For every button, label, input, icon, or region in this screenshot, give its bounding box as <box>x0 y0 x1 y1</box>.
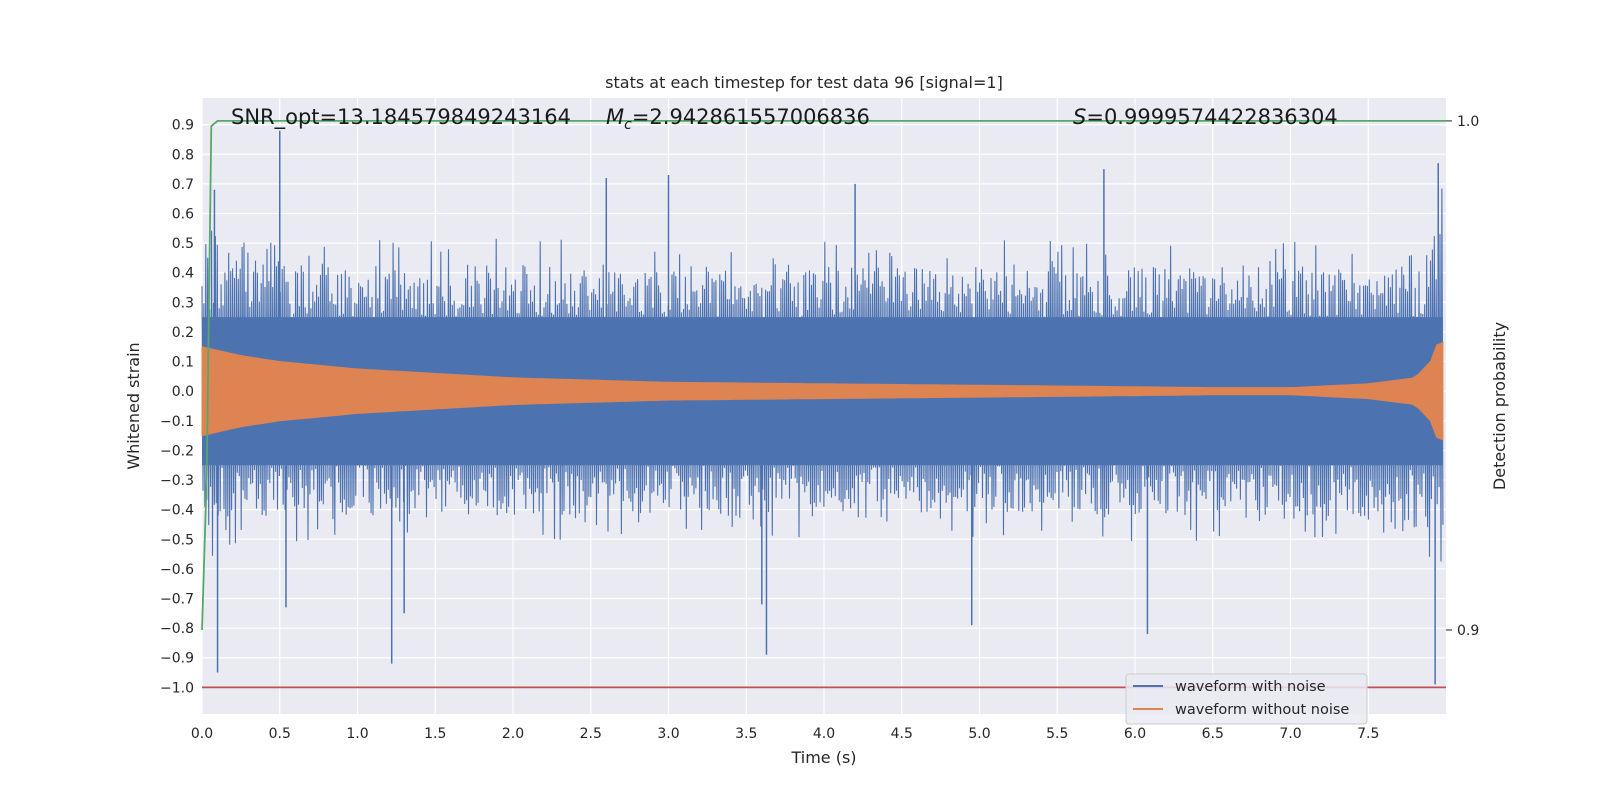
legend-label-noise: waveform with noise <box>1175 679 1326 695</box>
y-tick-label: −1.0 <box>160 680 194 696</box>
y-axis-label: Whitened strain <box>124 342 143 469</box>
y2-axis-label: Detection probability <box>1490 322 1509 490</box>
x-tick-label: 1.0 <box>346 726 368 742</box>
y-tick-label: 0.1 <box>172 355 194 371</box>
score-value: =0.9999574422836304 <box>1086 105 1337 129</box>
y2-tick-label: 1.0 <box>1457 114 1479 130</box>
y-tick-label: 0.7 <box>172 177 194 193</box>
score-annotation: S=0.9999574422836304 <box>1073 105 1338 129</box>
y-tick-label: −0.5 <box>160 532 194 548</box>
x-tick-label: 4.0 <box>813 726 835 742</box>
x-tick-label: 7.5 <box>1357 726 1379 742</box>
y-tick-label: −0.9 <box>160 651 194 667</box>
x-tick-label: 0.5 <box>269 726 291 742</box>
y-tick-label: −0.3 <box>160 473 194 489</box>
x-tick-label: 6.0 <box>1124 726 1146 742</box>
x-axis-label: Time (s) <box>790 748 856 767</box>
x-tick-labels: 0.0 0.5 1.0 1.5 2.0 2.5 3.0 3.5 4.0 4.5 5.0 5.5 6.0 6… <box>191 726 1380 742</box>
y-tick-label: 0.4 <box>172 266 194 282</box>
x-tick-label: 2.0 <box>502 726 524 742</box>
chirp-mass-annotation: Mc=2.942861557006836 <box>606 105 870 133</box>
y-tick-label: −0.8 <box>160 621 194 637</box>
y-tick-label: −0.6 <box>160 562 194 578</box>
snr-annotation: SNR_opt=13.184579849243164 <box>231 105 571 130</box>
chirp-mass-value: =2.942861557006836 <box>632 105 870 129</box>
y-tick-label: 0.6 <box>172 207 194 223</box>
x-tick-label: 3.0 <box>657 726 679 742</box>
score-symbol: S <box>1073 105 1086 129</box>
chirp-mass-symbol: M <box>606 105 624 129</box>
x-tick-label: 7.0 <box>1279 726 1301 742</box>
y-tick-labels: 0.9 0.8 0.7 0.6 0.5 0.4 0.3 0.2 0.1 0.0 −0.1 −0.2 −0… <box>160 118 194 697</box>
legend-frame <box>1125 673 1368 725</box>
chart-title: stats at each timestep for test data 96 … <box>605 73 1003 92</box>
x-tick-label: 0.0 <box>191 726 213 742</box>
y-tick-label: −0.2 <box>160 443 194 459</box>
y-tick-label: −0.7 <box>160 592 194 608</box>
x-tick-label: 2.5 <box>580 726 602 742</box>
y-tick-label: 0.0 <box>172 384 194 400</box>
y2-tick-label: 0.9 <box>1457 623 1479 639</box>
x-tick-label: 1.5 <box>424 726 446 742</box>
x-tick-label: 5.0 <box>968 726 990 742</box>
y-tick-label: −0.1 <box>160 414 194 430</box>
x-tick-label: 4.5 <box>891 726 913 742</box>
y2-tick-labels: 1.0 0.9 <box>1446 114 1479 639</box>
x-tick-label: 6.5 <box>1202 726 1224 742</box>
x-tick-label: 5.5 <box>1046 726 1068 742</box>
y-tick-label: 0.5 <box>172 236 194 252</box>
y-tick-label: 0.8 <box>172 147 194 163</box>
y-tick-label: 0.3 <box>172 295 194 311</box>
y-tick-label: −0.4 <box>160 503 194 519</box>
y-tick-label: 0.9 <box>172 118 194 134</box>
y-tick-label: 0.2 <box>172 325 194 341</box>
legend-label-clean: waveform without noise <box>1175 702 1349 718</box>
x-tick-label: 3.5 <box>735 726 757 742</box>
legend: waveform with noise waveform without noi… <box>1125 673 1368 725</box>
series-layer <box>201 120 1446 689</box>
series-waveform-without-noise <box>201 341 1444 441</box>
chirp-mass-subscript: c <box>624 117 632 133</box>
series-detection-probability <box>201 120 1446 631</box>
